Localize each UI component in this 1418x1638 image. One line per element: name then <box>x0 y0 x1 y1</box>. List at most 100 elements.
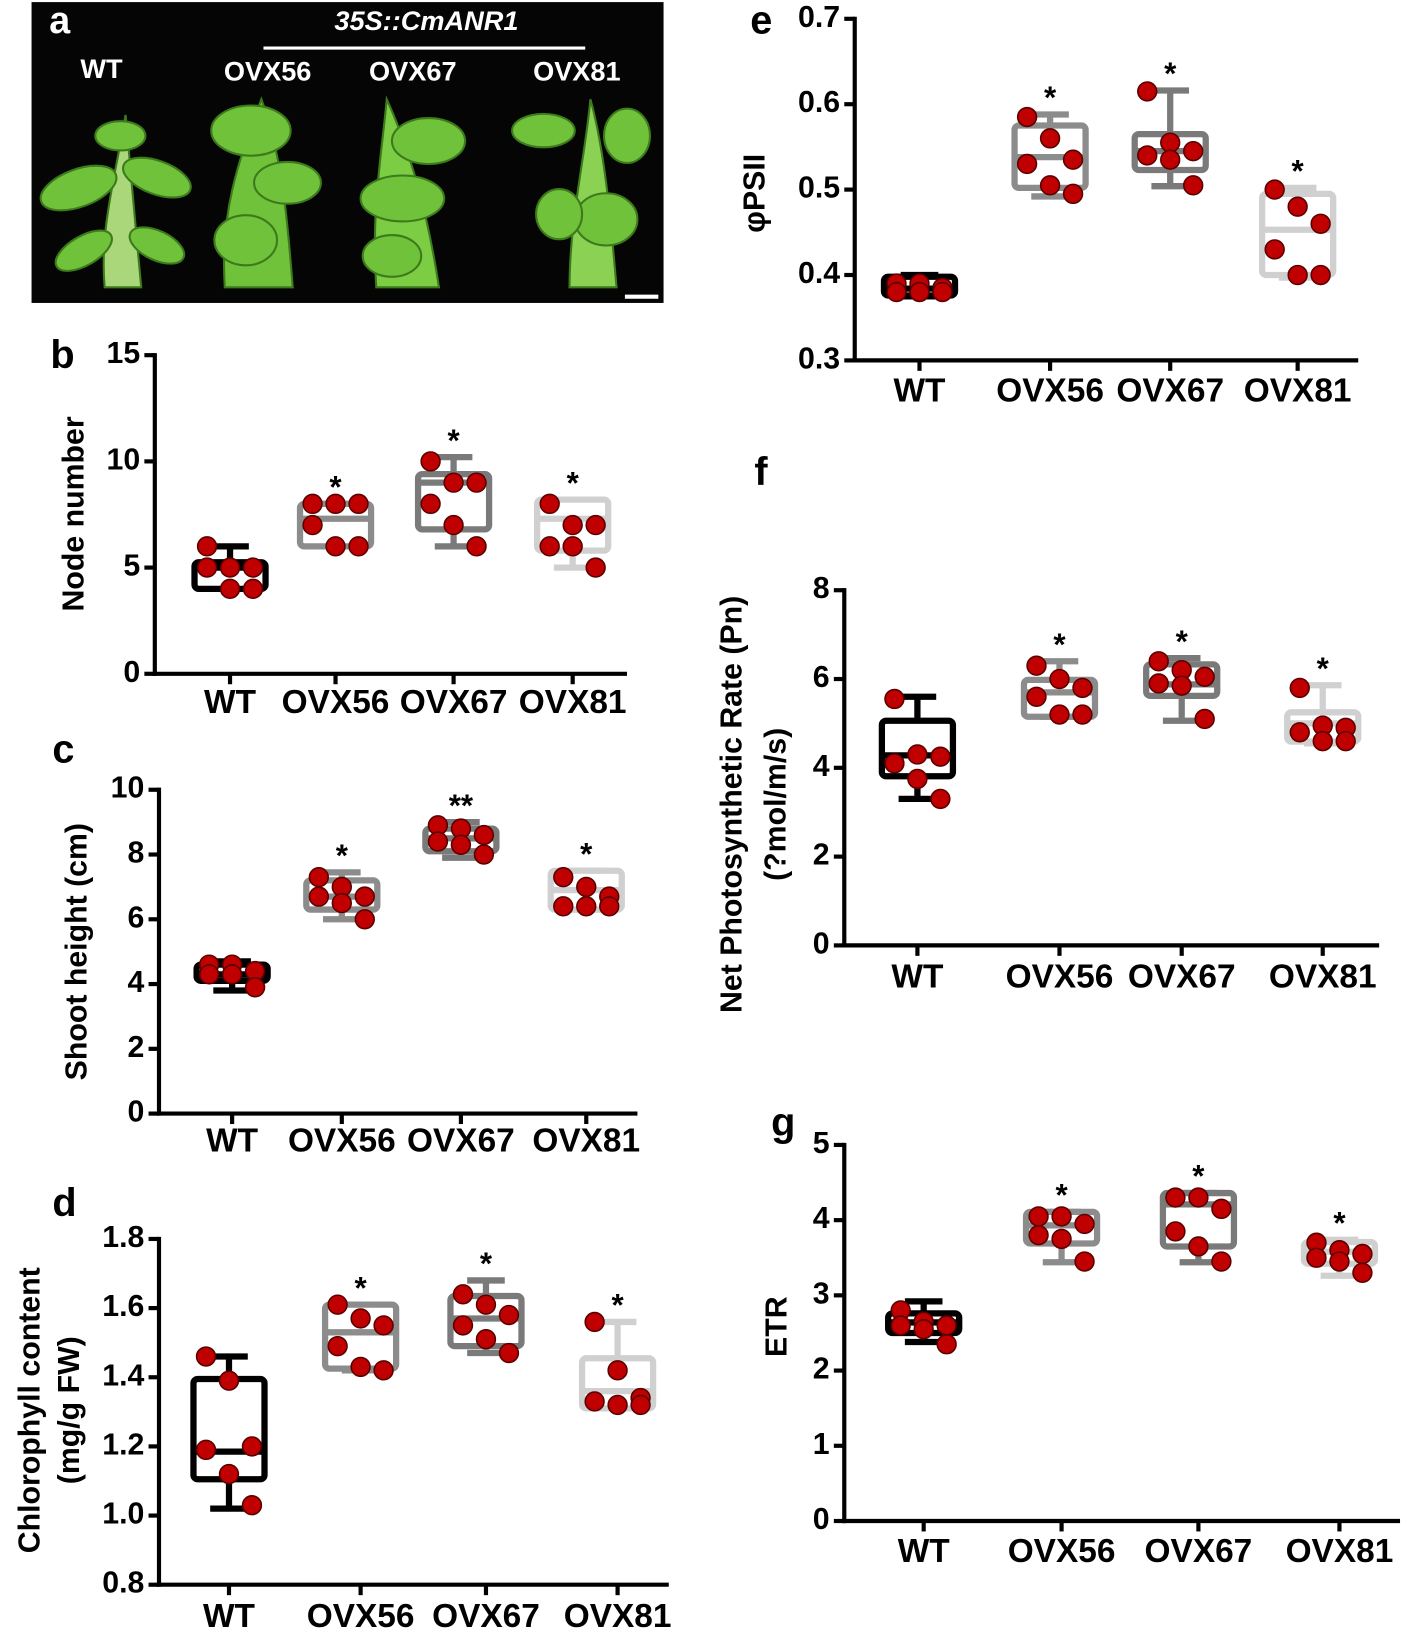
data-point <box>630 1394 651 1416</box>
data-point <box>498 1304 520 1326</box>
data-point <box>1051 1206 1072 1227</box>
significance: * <box>329 470 342 505</box>
y-tick-label: 5 <box>123 550 140 583</box>
data-point <box>585 514 606 536</box>
y-tick-label: 0.4 <box>798 257 840 290</box>
data-point <box>884 688 905 710</box>
y-tick-label: 3 <box>813 1277 830 1310</box>
x-tick-label: OVX67 <box>400 684 508 721</box>
x-tick-label: OVX81 <box>1269 959 1377 996</box>
data-point <box>553 896 574 917</box>
significance: * <box>1176 624 1189 659</box>
data-point <box>930 746 951 767</box>
data-point <box>466 472 487 493</box>
data-point <box>241 1436 263 1457</box>
y-tick-label: 1.2 <box>102 1428 144 1461</box>
y-tick-label: 0.5 <box>798 172 840 205</box>
significance: * <box>1164 56 1177 91</box>
photo-panel: a 35S::CmANR1 WT OVX56 OVX67 OVX81 <box>31 0 664 303</box>
data-point <box>420 451 441 472</box>
line-label: OVX67 <box>369 55 457 86</box>
x-tick-label: OVX81 <box>1286 1533 1394 1570</box>
data-point <box>1016 106 1038 128</box>
data-point <box>1287 196 1308 217</box>
plant-photos <box>39 95 652 289</box>
data-point <box>884 753 905 774</box>
y-tick-label: 5 <box>813 1127 830 1160</box>
y-tick-label: 8 <box>128 837 145 870</box>
data-point <box>886 281 907 303</box>
data-point <box>1148 673 1169 694</box>
data-point <box>327 1335 348 1357</box>
x-tick-label: OVX56 <box>1008 1533 1116 1570</box>
data-point <box>1028 1225 1049 1246</box>
data-point <box>1049 668 1070 690</box>
panel-label: c <box>52 728 74 772</box>
data-point <box>607 1360 628 1381</box>
x-tick-label: WT <box>203 1598 256 1635</box>
significance: * <box>447 423 460 458</box>
significance: * <box>567 465 580 500</box>
data-point <box>302 493 323 515</box>
x-tick-label: WT <box>204 684 257 721</box>
x-tick-label: WT <box>891 959 944 996</box>
data-point <box>452 1284 474 1305</box>
data-point <box>196 536 218 557</box>
x-tick-label: OVX56 <box>1006 959 1114 996</box>
significance: * <box>336 838 349 873</box>
data-point <box>1165 1187 1186 1208</box>
data-point <box>1329 1251 1350 1272</box>
data-point <box>475 1294 497 1315</box>
data-point <box>244 977 266 998</box>
x-tick-label: OVX56 <box>288 1123 396 1160</box>
data-point <box>1028 1206 1049 1227</box>
data-point <box>1074 1213 1095 1235</box>
data-point <box>302 514 323 536</box>
data-point <box>219 578 241 600</box>
x-tick-label: OVX56 <box>282 684 390 721</box>
y-tick-label: 4 <box>813 1202 830 1235</box>
line-label: OVX56 <box>224 55 312 86</box>
significance: * <box>611 1288 624 1323</box>
data-point <box>1171 675 1192 696</box>
data-point <box>1026 655 1047 676</box>
data-point <box>1039 128 1061 149</box>
panel-label: b <box>50 333 74 377</box>
data-point <box>450 834 472 855</box>
data-point <box>473 824 495 846</box>
y-axis-label: Chlorophyll content <box>14 1267 47 1553</box>
data-point <box>1183 175 1204 196</box>
data-point <box>1188 1236 1209 1257</box>
data-point <box>354 909 375 930</box>
y-tick-label: 10 <box>111 772 145 805</box>
y-axis-label: Node number <box>57 416 90 611</box>
data-point <box>242 578 264 600</box>
data-point <box>198 964 220 985</box>
y-tick-label: 6 <box>813 661 830 694</box>
data-point <box>1062 149 1084 170</box>
data-point <box>1352 1262 1373 1283</box>
construct-label: 35S::CmANR1 <box>334 5 518 36</box>
significance: * <box>580 836 593 871</box>
data-point <box>218 1463 240 1485</box>
data-point <box>1310 264 1331 286</box>
data-point <box>443 472 464 493</box>
data-point <box>466 536 487 557</box>
panel-label: f <box>754 450 768 494</box>
data-point <box>1160 149 1181 170</box>
y-axis-label: Net Photosynthetic Rate (Pn) <box>716 596 749 1013</box>
y-tick-label: 0.6 <box>798 86 840 119</box>
significance: * <box>355 1270 368 1305</box>
data-point <box>498 1342 520 1364</box>
data-point <box>219 557 241 578</box>
panel-label: e <box>750 0 772 42</box>
data-point <box>930 788 951 810</box>
data-point <box>308 886 330 907</box>
x-tick-label: OVX67 <box>407 1123 515 1160</box>
x-tick-label: OVX81 <box>1244 373 1352 410</box>
data-point <box>1072 704 1093 725</box>
data-point <box>576 876 597 898</box>
data-point <box>936 1315 957 1336</box>
